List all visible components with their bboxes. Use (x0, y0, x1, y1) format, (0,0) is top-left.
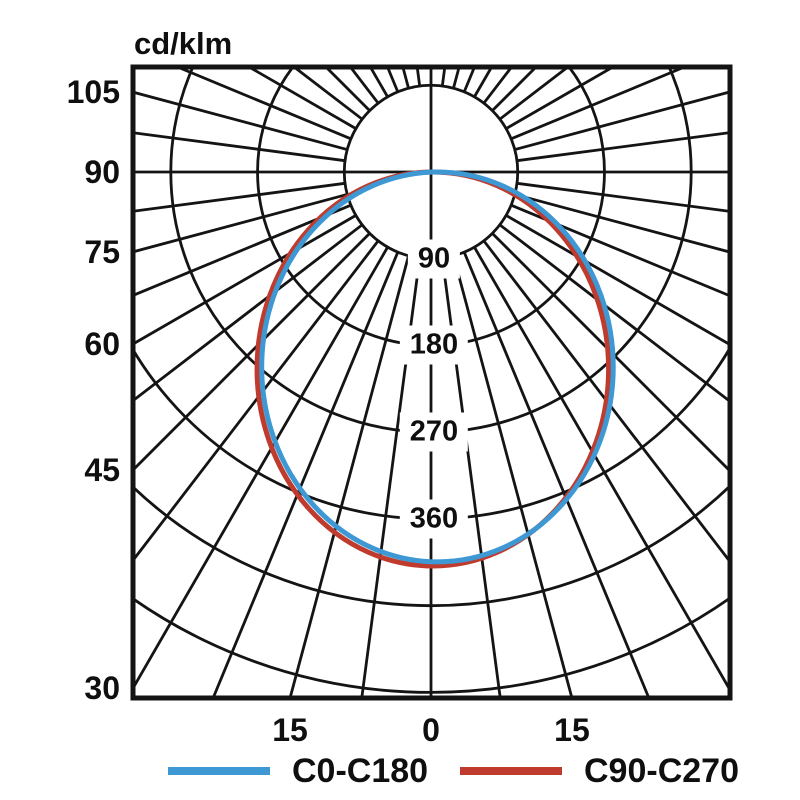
radial-line (462, 251, 651, 698)
radial-line (510, 67, 686, 141)
radial-line (133, 181, 346, 213)
legend-item-c0-c180: C0-C180 (168, 750, 428, 792)
radial-line (401, 67, 410, 89)
left-axis-label-30: 30 (84, 670, 120, 706)
radial-line (452, 255, 574, 698)
ring-label-270: 270 (399, 412, 469, 452)
radial-line (176, 67, 352, 141)
grid-lines (133, 67, 730, 698)
left-axis-label-45: 45 (84, 452, 120, 488)
curve-c0-c180 (259, 169, 616, 565)
legend-label-c0: C0-C180 (292, 752, 429, 790)
legend-item-c90-c270: C90-C270 (460, 750, 739, 792)
left-axis-label-90: 90 (84, 154, 120, 190)
legend: C0-C180 C90-C270 (0, 750, 800, 792)
ring-label-360: 360 (399, 499, 469, 539)
radial-line (473, 246, 730, 691)
radial-line (482, 67, 513, 105)
radial-line (349, 67, 380, 105)
radial-line (133, 239, 380, 562)
radial-line (514, 90, 730, 151)
left-axis-label-105: 105 (66, 74, 120, 111)
legend-line-c90-icon (460, 767, 562, 775)
radial-line (505, 214, 730, 346)
ring-label-90: 90 (407, 239, 461, 279)
bottom-axis-label-2: 15 (554, 712, 590, 748)
bottom-axis-label-1: 0 (422, 712, 440, 748)
legend-label-c90: C90-C270 (584, 752, 739, 790)
chart-title: cd/klm (134, 26, 233, 61)
radial-line (514, 193, 730, 254)
radial-line (133, 214, 357, 346)
radial-line (498, 67, 569, 121)
radial-line (133, 131, 346, 163)
radial-line (516, 181, 730, 213)
radial-line (452, 67, 461, 89)
radial-line (516, 131, 730, 163)
radial-line (505, 67, 614, 130)
bottom-axis-label-0: 15 (272, 712, 308, 748)
radial-line (211, 251, 400, 698)
left-axis-label-75: 75 (84, 233, 120, 270)
radial-line (473, 67, 493, 98)
radial-line (248, 67, 357, 130)
radial-line (415, 67, 422, 87)
legend-line-c0-icon (168, 767, 270, 775)
radial-line (288, 255, 410, 698)
radial-line (133, 232, 371, 471)
radial-line (491, 67, 537, 112)
radial-line (462, 67, 476, 93)
radial-line (440, 67, 447, 87)
radial-line (133, 246, 389, 689)
radial-line (386, 67, 400, 93)
plot-border (130, 64, 733, 701)
radial-line (325, 67, 371, 112)
left-axis-label-60: 60 (84, 326, 120, 363)
radial-line (498, 223, 730, 403)
radial-line (133, 223, 364, 402)
ring-label-180: 180 (399, 325, 469, 365)
radial-line (133, 90, 348, 151)
radial-line (293, 67, 364, 121)
radial-line (369, 67, 389, 98)
radial-line (133, 193, 348, 254)
